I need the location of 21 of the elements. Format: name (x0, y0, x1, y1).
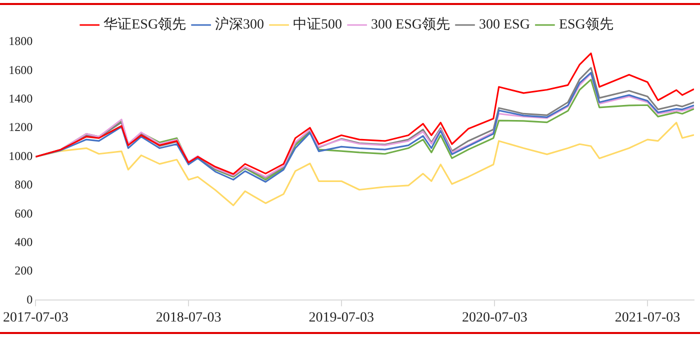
y-tick-label: 1200 (8, 120, 33, 134)
y-tick-label: 800 (14, 178, 33, 192)
legend-label: ESG领先 (558, 16, 614, 33)
y-tick-label: 200 (14, 264, 33, 278)
legend-label: 沪深300 (215, 16, 264, 33)
legend-label: 中证500 (293, 16, 342, 33)
y-tick-label: 1600 (8, 62, 33, 77)
y-tick-label: 1400 (8, 92, 33, 106)
legend-label: 300 ESG (479, 18, 530, 33)
y-tick-label: 0 (26, 292, 33, 306)
y-tick-label: 600 (14, 206, 33, 220)
legend-label: 300 ESG领先 (371, 16, 450, 33)
x-tick-label: 2017-07-03 (3, 310, 68, 326)
x-tick-label: 2021-07-03 (614, 310, 680, 326)
x-tick-label: 2019-07-03 (308, 310, 374, 326)
x-tick-label: 2018-07-03 (156, 310, 222, 326)
x-tick-label: 2020-07-03 (462, 310, 528, 326)
legend-label: 华证ESG领先 (104, 16, 186, 33)
y-tick-label: 400 (14, 234, 33, 249)
y-tick-label: 1000 (8, 148, 33, 163)
y-tick-label: 1800 (8, 34, 33, 48)
